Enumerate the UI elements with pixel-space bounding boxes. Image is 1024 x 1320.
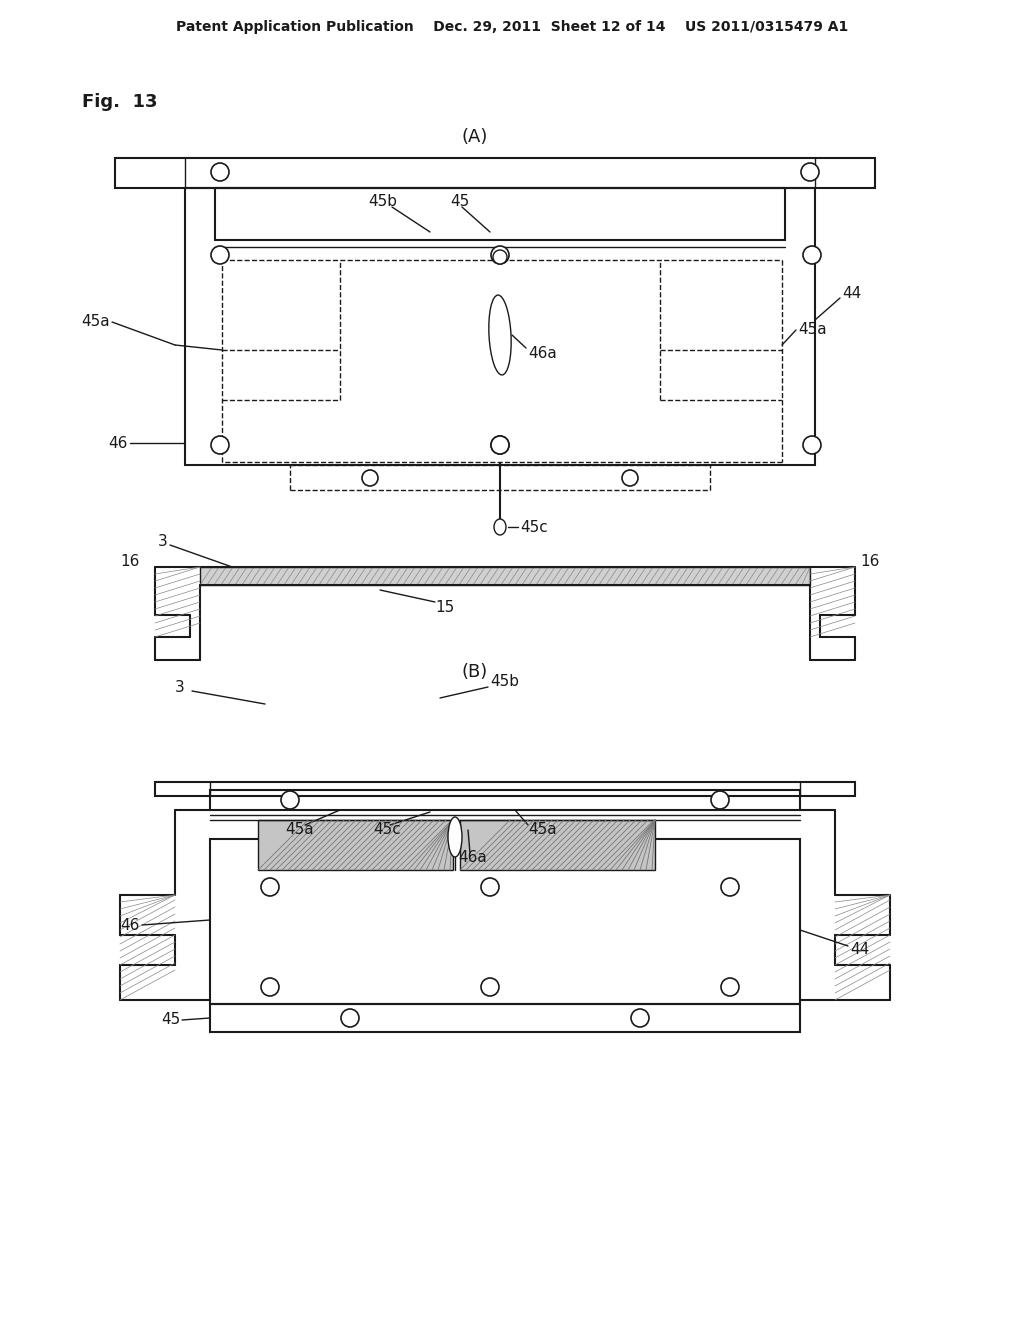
Circle shape: [622, 470, 638, 486]
Circle shape: [211, 246, 229, 264]
Text: 45: 45: [450, 194, 469, 210]
Circle shape: [261, 978, 279, 997]
Circle shape: [801, 162, 819, 181]
Text: (B): (B): [462, 663, 488, 681]
Circle shape: [493, 249, 507, 264]
Circle shape: [362, 470, 378, 486]
Circle shape: [481, 978, 499, 997]
Circle shape: [490, 246, 509, 264]
Text: Patent Application Publication    Dec. 29, 2011  Sheet 12 of 14    US 2011/03154: Patent Application Publication Dec. 29, …: [176, 20, 848, 34]
Text: 46a: 46a: [528, 346, 557, 360]
Circle shape: [490, 436, 509, 454]
Ellipse shape: [488, 296, 511, 375]
Bar: [215, 187, 785, 240]
Text: 45: 45: [161, 1012, 180, 1027]
Circle shape: [803, 436, 821, 454]
Text: 15: 15: [435, 599, 455, 615]
Text: 45a: 45a: [798, 322, 826, 338]
Circle shape: [803, 246, 821, 264]
Bar: [155, 781, 855, 796]
Text: (A): (A): [462, 128, 488, 147]
Text: 46: 46: [109, 436, 128, 450]
Circle shape: [721, 878, 739, 896]
Text: 46: 46: [121, 917, 140, 932]
Circle shape: [211, 162, 229, 181]
Bar: [460, 820, 655, 870]
Circle shape: [711, 791, 729, 809]
Text: 3: 3: [175, 681, 184, 696]
Bar: [185, 187, 815, 465]
Circle shape: [211, 436, 229, 454]
Text: 44: 44: [842, 285, 861, 301]
Text: 45b: 45b: [368, 194, 397, 210]
Text: Fig.  13: Fig. 13: [82, 92, 158, 111]
Bar: [200, 568, 810, 585]
Text: 45a: 45a: [285, 822, 313, 837]
Text: 16: 16: [121, 554, 140, 569]
Bar: [210, 1005, 800, 1032]
Circle shape: [481, 878, 499, 896]
Circle shape: [341, 1008, 359, 1027]
Text: 45c: 45c: [520, 520, 548, 535]
Text: 16: 16: [860, 554, 880, 569]
Circle shape: [261, 878, 279, 896]
Bar: [115, 158, 874, 187]
Circle shape: [490, 436, 509, 454]
Bar: [258, 820, 453, 870]
Bar: [210, 789, 800, 810]
Text: 3: 3: [158, 533, 168, 549]
Bar: [210, 840, 800, 1005]
Ellipse shape: [494, 519, 506, 535]
Text: 45a: 45a: [528, 822, 557, 837]
Circle shape: [281, 791, 299, 809]
Text: 45c: 45c: [373, 822, 400, 837]
Text: 45b: 45b: [490, 675, 519, 689]
Text: 44: 44: [850, 942, 869, 957]
Ellipse shape: [449, 817, 462, 857]
Circle shape: [721, 978, 739, 997]
Text: 45a: 45a: [81, 314, 110, 330]
Text: 46a: 46a: [458, 850, 486, 866]
Circle shape: [631, 1008, 649, 1027]
